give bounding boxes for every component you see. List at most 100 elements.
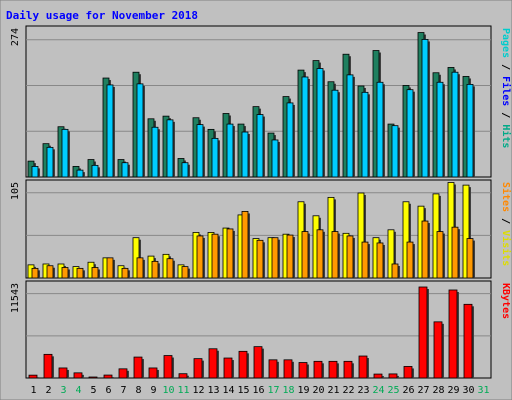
kbytes-ymax-label: 11543 <box>10 283 21 313</box>
sites-bar <box>391 263 399 279</box>
files-bar <box>436 81 444 178</box>
kbytes-bar <box>343 360 353 379</box>
kbytes-bar <box>58 367 68 379</box>
visits-ymax-label: 105 <box>10 182 21 200</box>
files-bar <box>211 137 219 178</box>
kbytes-bar <box>448 289 458 379</box>
legend-pages: Pages <box>500 28 511 58</box>
chart-title: Daily usage for November 2018 <box>6 9 198 22</box>
x-tick-label: 17 <box>267 385 279 396</box>
kbytes-bar <box>328 360 338 379</box>
x-tick-label: 7 <box>120 385 126 396</box>
sites-bar <box>316 229 324 279</box>
legend-separator: / <box>500 106 511 124</box>
sites-bar <box>331 231 339 279</box>
files-bar <box>346 74 354 178</box>
files-bar <box>166 119 174 178</box>
sites-bar <box>166 258 174 279</box>
x-tick-label: 1 <box>30 385 36 396</box>
x-tick-label: 28 <box>432 385 444 396</box>
kbytes-panel: 11543 <box>10 280 492 379</box>
files-bar <box>376 81 384 178</box>
kbytes-bar <box>268 359 278 379</box>
x-tick-label: 15 <box>237 385 249 396</box>
kbytes-bar <box>223 357 233 379</box>
kbytes-bar <box>163 355 173 379</box>
files-bar <box>121 162 129 178</box>
sites-bar <box>106 257 114 279</box>
x-tick-label: 13 <box>207 385 219 396</box>
sites-bar <box>181 266 189 279</box>
kbytes-bar <box>463 303 473 379</box>
x-tick-label: 3 <box>60 385 66 396</box>
kbytes-bar <box>103 374 113 379</box>
chart-panels: 274 105 11543 Pages / Files / Hits Sites / V… <box>10 25 512 379</box>
files-bar <box>76 169 84 178</box>
sites-bar <box>226 228 234 279</box>
files-bar <box>226 123 234 178</box>
files-bar <box>286 102 294 178</box>
sites-bar <box>466 238 474 279</box>
x-tick-label: 5 <box>90 385 96 396</box>
sites-bar <box>421 220 429 279</box>
kbytes-plot-area <box>25 280 492 379</box>
x-tick-label: 29 <box>447 385 459 396</box>
x-tick-label: 25 <box>387 385 399 396</box>
x-tick-label: 16 <box>252 385 264 396</box>
files-bar <box>271 139 279 178</box>
sites-bar <box>151 260 159 279</box>
files-bar <box>391 125 399 178</box>
kbytes-bar <box>208 348 218 379</box>
kbytes-bar <box>238 350 248 379</box>
x-tick-label: 24 <box>372 385 384 396</box>
kbytes-bar <box>193 358 203 379</box>
files-bar <box>301 76 309 178</box>
sites-bar <box>451 226 459 279</box>
sites-bar <box>301 231 309 279</box>
x-axis-day-labels: 1 2 3 4 5 6 7 8 9 10 11 12 13 14 15 16 17 18 19 20 21 22 23 24 2… <box>30 385 489 396</box>
visits-bars <box>27 182 475 279</box>
sites-bar <box>376 242 384 279</box>
x-tick-label: 8 <box>135 385 141 396</box>
kbytes-bar <box>283 359 293 379</box>
kbytes-bar <box>88 376 98 379</box>
files-bar <box>31 166 39 178</box>
sites-bar <box>76 267 84 279</box>
x-tick-label: 14 <box>222 385 234 396</box>
kbytes-bars <box>28 286 474 379</box>
x-tick-label: 19 <box>297 385 309 396</box>
sites-bar <box>136 257 144 279</box>
files-bar <box>331 89 339 178</box>
files-bar <box>61 128 69 178</box>
sites-bar <box>406 241 414 279</box>
x-tick-label: 18 <box>282 385 294 396</box>
legend-separator: / <box>500 58 511 76</box>
visits-panel: 105 <box>10 179 492 279</box>
sites-bar <box>361 241 369 279</box>
sites-bar <box>121 267 129 279</box>
x-tick-label: 26 <box>402 385 414 396</box>
kbytes-bar <box>148 367 158 379</box>
files-bar <box>46 146 54 178</box>
sites-bar <box>46 265 54 279</box>
hits-bars <box>27 32 475 178</box>
sites-bar <box>211 233 219 279</box>
kbytes-bar <box>433 321 443 379</box>
x-tick-label: 31 <box>477 385 489 396</box>
files-bar <box>151 126 159 178</box>
visits-bar <box>387 229 395 279</box>
x-tick-label: 21 <box>327 385 339 396</box>
sites-bar <box>31 267 39 279</box>
files-bar <box>196 124 204 178</box>
kbytes-bar <box>298 362 308 379</box>
kbytes-bar <box>43 353 53 379</box>
files-bar <box>361 91 369 178</box>
kbytes-bar <box>403 366 413 379</box>
files-bar <box>316 68 324 178</box>
visits-bar <box>462 184 470 279</box>
kbytes-bar <box>28 374 38 379</box>
hits-legend-label: Pages / Files / Hits <box>500 28 512 148</box>
kbytes-bar <box>373 373 383 379</box>
